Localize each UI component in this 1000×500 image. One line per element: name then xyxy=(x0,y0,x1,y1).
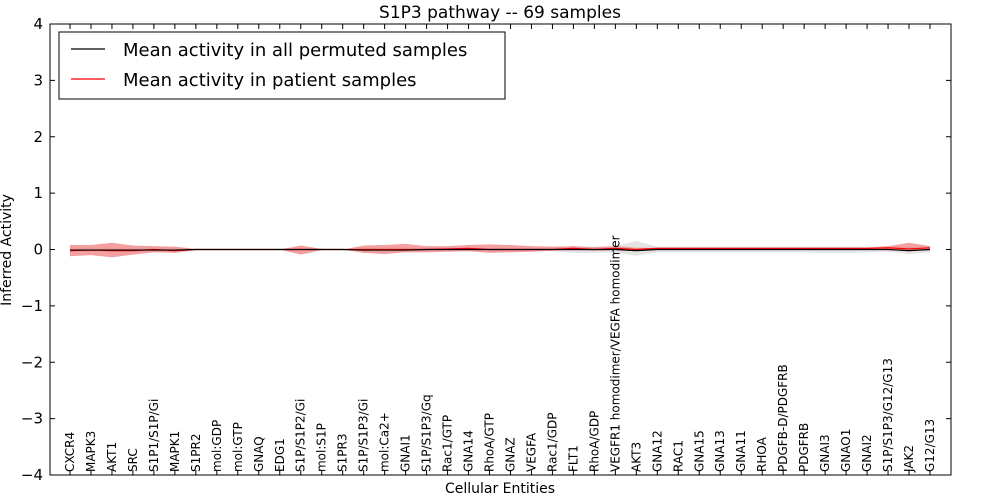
x-tick-label: G12/G13 xyxy=(923,419,937,472)
x-tick-label: EDG1 xyxy=(273,438,287,472)
x-tick-label: FLT1 xyxy=(566,445,580,472)
x-tick-label: S1P/S1P3/G12/G13 xyxy=(881,358,895,472)
y-tick-label: −3 xyxy=(21,410,43,428)
x-tick-label: S1P/S1P3/Gq xyxy=(420,394,434,472)
y-tick-label: 3 xyxy=(33,71,43,89)
y-tick-label: −1 xyxy=(21,297,43,315)
x-tick-label: GNAZ xyxy=(503,437,517,472)
x-tick-label: GNAI1 xyxy=(399,434,413,472)
x-tick-label: mol:S1P xyxy=(315,423,329,472)
y-tick-label: 4 xyxy=(33,15,43,33)
x-tick-label: GNA11 xyxy=(734,430,748,472)
x-axis: CXCR4 MAPK3 AKT1 SRC S1P1/S1P/Gi MAPK1 S1PR2 mo… xyxy=(63,24,937,475)
x-tick-label: GNA13 xyxy=(713,430,727,472)
y-tick-label: 1 xyxy=(33,184,43,202)
x-tick-label: VEGFA xyxy=(524,432,538,472)
x-tick-label: GNA15 xyxy=(692,430,706,472)
legend-box xyxy=(58,31,506,100)
x-tick-label: SRC xyxy=(126,448,140,472)
x-tick-label: JAK2 xyxy=(902,445,916,473)
x-tick-label: CXCR4 xyxy=(63,432,77,472)
series-line-permuted xyxy=(70,248,931,252)
x-tick-label: AKT3 xyxy=(629,442,643,472)
series-lines xyxy=(69,247,931,252)
x-tick-label: RhoA/GTP xyxy=(483,413,497,472)
x-tick-label: RAC1 xyxy=(671,440,685,472)
x-tick-label: Rac1/GTP xyxy=(441,415,455,472)
x-tick-label: GNA12 xyxy=(650,430,664,472)
y-tick-label: −2 xyxy=(21,353,43,371)
x-tick-label: PDGFRB xyxy=(797,423,811,472)
x-tick-label: S1P1/S1P/Gi xyxy=(147,399,161,472)
x-tick-label: mol:GDP xyxy=(210,420,224,472)
x-tick-label: GNA14 xyxy=(462,430,476,472)
x-tick-label: MAPK3 xyxy=(84,431,98,472)
x-axis-label: Cellular Entities xyxy=(445,481,555,497)
legend-label-permuted: Mean activity in all permuted samples xyxy=(123,40,467,61)
x-tick-label: GNAI3 xyxy=(818,434,832,472)
x-tick-label: Rac1/GDP xyxy=(545,413,559,472)
x-tick-label: PDGFB-D/PDGFRB xyxy=(776,364,790,472)
x-tick-label: GNAO1 xyxy=(839,429,853,472)
x-tick-label: GNAQ xyxy=(252,436,266,472)
x-tick-label: RhoA/GDP xyxy=(587,411,601,472)
chart-title: S1P3 pathway -- 69 samples xyxy=(379,3,621,23)
legend: Mean activity in all permuted samples Me… xyxy=(58,31,506,100)
x-tick-label: S1PR3 xyxy=(336,434,350,472)
x-tick-label: S1P/S1P3/Gi xyxy=(357,399,371,472)
y-tick-label: −4 xyxy=(21,466,43,484)
y-axis: 4 3 2 1 0 −1 −2 −3 −4 xyxy=(21,15,951,484)
x-tick-label: AKT1 xyxy=(105,442,119,472)
y-tick-label: 2 xyxy=(33,128,43,146)
y-tick-label: 0 xyxy=(33,241,43,259)
x-tick-label: mol:GTP xyxy=(231,422,245,472)
y-axis-label: Inferred Activity xyxy=(0,194,15,306)
x-tick-label: mol:Ca2+ xyxy=(378,412,392,472)
x-tick-label: RHOA xyxy=(755,436,769,472)
x-tick-label: GNAI2 xyxy=(860,434,874,472)
x-tick-label: S1PR2 xyxy=(189,434,203,472)
legend-label-patient: Mean activity in patient samples xyxy=(123,70,417,91)
x-tick-label: S1P/S1P2/Gi xyxy=(294,399,308,472)
x-tick-label: VEGFR1 homodimer/VEGFA homodimer xyxy=(608,235,622,472)
x-tick-label: MAPK1 xyxy=(168,431,182,472)
